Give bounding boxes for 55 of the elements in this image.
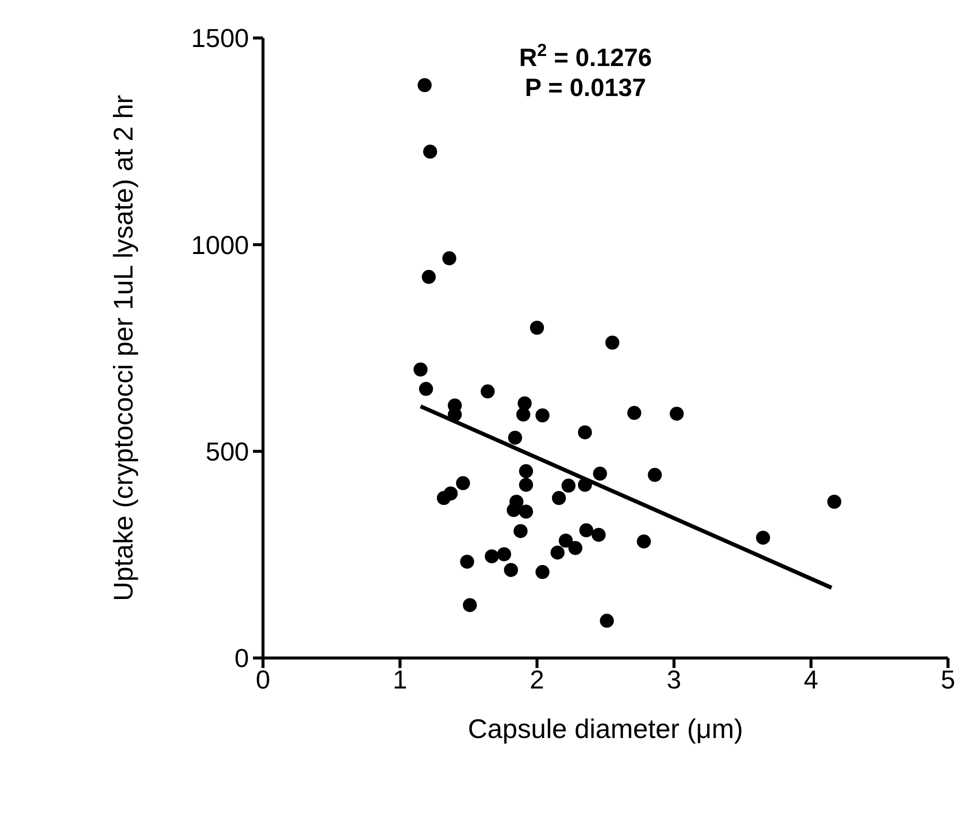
y-tick-label: 1500 [191,23,249,54]
point [636,534,651,548]
annotation: P = 0.0137 [524,74,646,102]
point [508,430,522,445]
point [514,524,528,538]
point [550,546,565,560]
point [460,554,474,569]
point [600,614,614,628]
x-tick-label: 0 [256,664,270,694]
point [418,78,432,92]
y-tick-label: 1000 [191,230,249,260]
point [530,320,544,335]
y-tick-label: 0 [234,643,249,674]
point [605,336,620,350]
x-tick-label: 1 [392,664,408,694]
point [414,362,428,376]
point [627,406,642,420]
point [535,565,550,580]
point [535,408,550,422]
point [506,503,521,518]
point [436,491,451,506]
point [484,549,499,564]
point [519,478,534,492]
point [568,541,582,556]
point [497,547,512,562]
point [648,468,662,482]
point [562,478,576,493]
point [578,425,592,440]
point [462,598,477,612]
x-tick-label: 3 [666,664,682,694]
point [519,504,534,519]
point [423,144,438,159]
x-axis-title: Capsule diameter (μm) [468,714,744,744]
point [504,562,518,577]
point [519,464,534,478]
point [552,491,566,506]
point [456,476,470,490]
annotation: R$^{2}$ = 0.1276 [519,40,652,72]
point [670,406,684,421]
point [756,530,770,545]
x-tick-label: 5 [940,664,956,694]
point [579,523,594,538]
point [442,251,456,266]
y-tick-label: 500 [206,436,249,467]
x-tick-label: 4 [804,664,818,694]
x-tick-label: 2 [530,664,544,694]
point [827,494,842,509]
y-axis-title: Uptake (cryptococci per 1uL lysate) at 2 hr [108,94,139,602]
point [592,528,606,542]
point [558,534,573,548]
point [516,408,530,422]
point [419,382,434,396]
point [422,270,436,284]
point [593,466,608,481]
point [480,384,495,398]
